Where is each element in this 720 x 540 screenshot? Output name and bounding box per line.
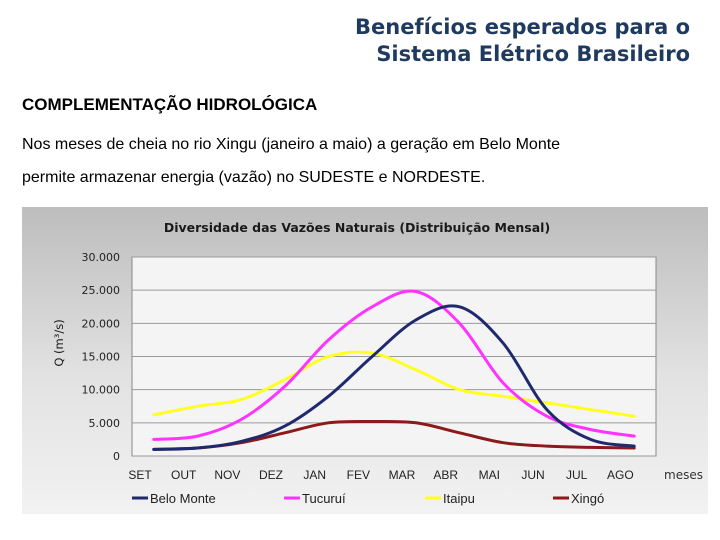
slide-title-line1: Benefícios esperados para o (355, 15, 690, 39)
series-line-tucuru- (152, 289, 636, 441)
chart-title: Diversidade das Vazões Naturais (Distrib… (164, 220, 550, 235)
legend-label: Itaipu (443, 491, 475, 506)
y-tick-label: 20.000 (82, 317, 121, 330)
legend-label: Tucuruí (302, 491, 346, 506)
y-tick-label: 15.000 (82, 351, 121, 364)
section-heading: COMPLEMENTAÇÃO HIDROLÓGICA (22, 95, 318, 114)
x-tick-label: DEZ (259, 468, 283, 482)
series-line-itaipu (152, 350, 636, 418)
legend-label: Xingó (571, 491, 604, 506)
x-tick-label: JUL (566, 468, 588, 482)
legend: Belo Monte Tucuruí Itaipu Xingó (132, 491, 604, 506)
y-tick-label: 10.000 (82, 384, 121, 397)
y-tick-label: 30.000 (82, 251, 121, 264)
x-tick-label: JUN (521, 468, 544, 482)
paragraph-line-1: Nos meses de cheia no rio Xingu (janeiro… (22, 136, 561, 153)
y-axis-label: Q (m³/s) (52, 319, 66, 366)
x-tick-label: AGO (607, 468, 634, 482)
x-tick-label: JAN (303, 468, 326, 482)
x-axis-label: meses (664, 468, 703, 482)
series-line-belo-monte (152, 304, 636, 451)
y-tick-label: 0 (113, 450, 120, 463)
x-tick-label: MAR (389, 468, 416, 482)
slide-title-line2: Sistema Elétrico Brasileiro (376, 42, 690, 66)
x-tick-label: OUT (171, 468, 197, 482)
slide-title: Benefícios esperados para o Sistema Elét… (355, 14, 690, 68)
x-tick-label: FEV (347, 468, 370, 482)
x-tick-label: NOV (214, 468, 240, 482)
x-tick-label: MAI (479, 468, 500, 482)
series-lines (152, 289, 636, 451)
paragraph-line-2: permite armazenar energia (vazão) no SUD… (22, 169, 486, 186)
x-tick-label: ABR (433, 468, 458, 482)
y-tick-label: 25.000 (82, 284, 121, 297)
x-tick-label: SET (128, 468, 152, 482)
x-axis-ticks: SET OUT NOV DEZ JAN FEV MAR ABR MAI JUN JUL AGO (128, 468, 633, 482)
y-axis-ticks: 30.000 25.000 20.000 15.000 10.000 5.000 0 (82, 251, 121, 463)
legend-label: Belo Monte (150, 491, 216, 506)
y-tick-label: 5.000 (89, 417, 121, 430)
